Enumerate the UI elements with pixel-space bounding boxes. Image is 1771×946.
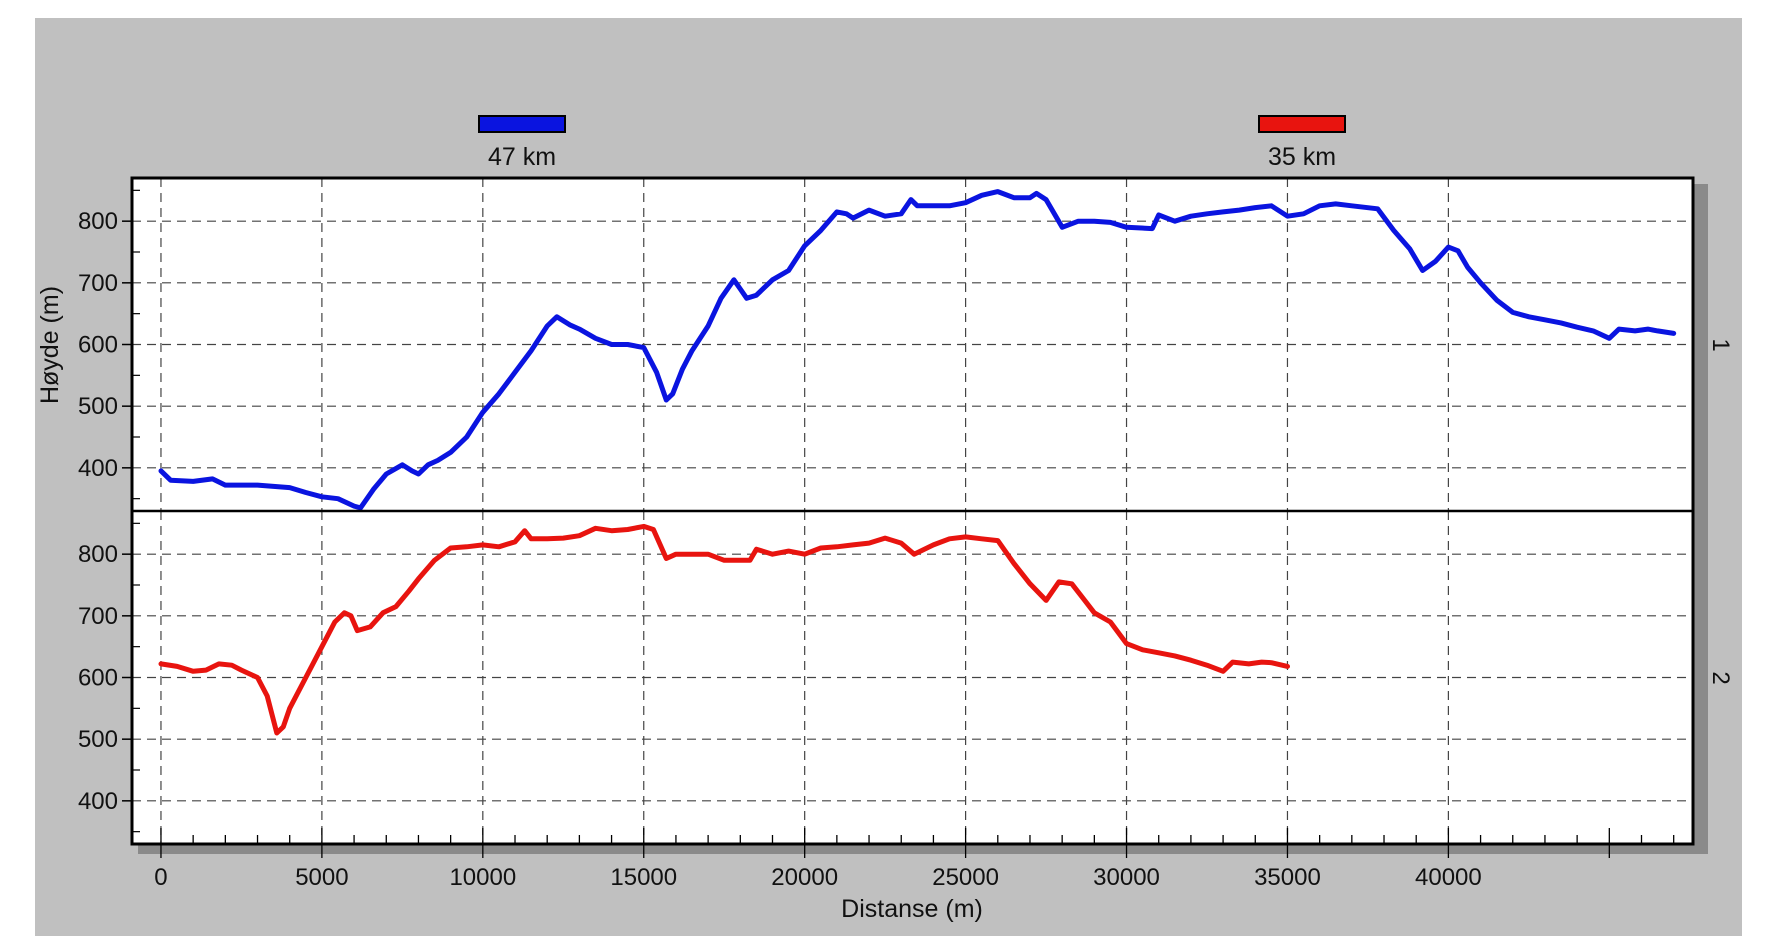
y-tick-label: 500 (78, 726, 118, 753)
x-tick-label: 15000 (610, 864, 677, 891)
x-tick-label: 25000 (932, 864, 999, 891)
legend: 47 km 35 km (478, 115, 1346, 171)
x-axis-title: Distanse (m) (841, 895, 983, 923)
x-tick-label: 30000 (1093, 864, 1160, 891)
y-tick-label: 400 (78, 788, 118, 815)
panel-bottom-y-ticks: 400 500 600 700 800 (78, 522, 140, 833)
panel-label-2: 2 (1707, 671, 1734, 684)
panel-label-1: 1 (1707, 338, 1734, 351)
y-tick-label: 400 (78, 455, 118, 482)
x-tick-label: 0 (154, 864, 167, 891)
y-tick-label: 700 (78, 270, 118, 297)
y-tick-label: 500 (78, 393, 118, 420)
x-tick-label: 20000 (771, 864, 838, 891)
y-axis-title: Høyde (m) (36, 286, 64, 404)
series-1-line (158, 189, 1677, 511)
y-tick-label: 600 (78, 665, 118, 692)
series-2-line (158, 523, 1290, 736)
x-tick-label: 35000 (1254, 864, 1321, 891)
panel-top: 400 500 600 700 800 1 (78, 178, 1734, 511)
x-tick-label: 5000 (295, 864, 348, 891)
x-axis: 0 5000 10000 15000 20000 25000 30000 35000 40000 (154, 828, 1675, 891)
panel-bottom: 400 500 600 700 800 2 (78, 511, 1734, 844)
plot-border (130, 176, 1695, 846)
y-tick-label: 800 (78, 208, 118, 235)
legend-swatch-series-1 (478, 115, 566, 133)
panel-top-y-ticks: 400 500 600 700 800 (78, 189, 140, 500)
x-tick-label: 10000 (449, 864, 516, 891)
y-tick-label: 700 (78, 603, 118, 630)
legend-label-series-2: 35 km (1268, 143, 1336, 171)
y-tick-label: 600 (78, 332, 118, 359)
legend-swatch-series-2 (1258, 115, 1346, 133)
legend-label-series-1: 47 km (488, 143, 556, 171)
y-tick-label: 800 (78, 541, 118, 568)
x-tick-label: 40000 (1415, 864, 1482, 891)
